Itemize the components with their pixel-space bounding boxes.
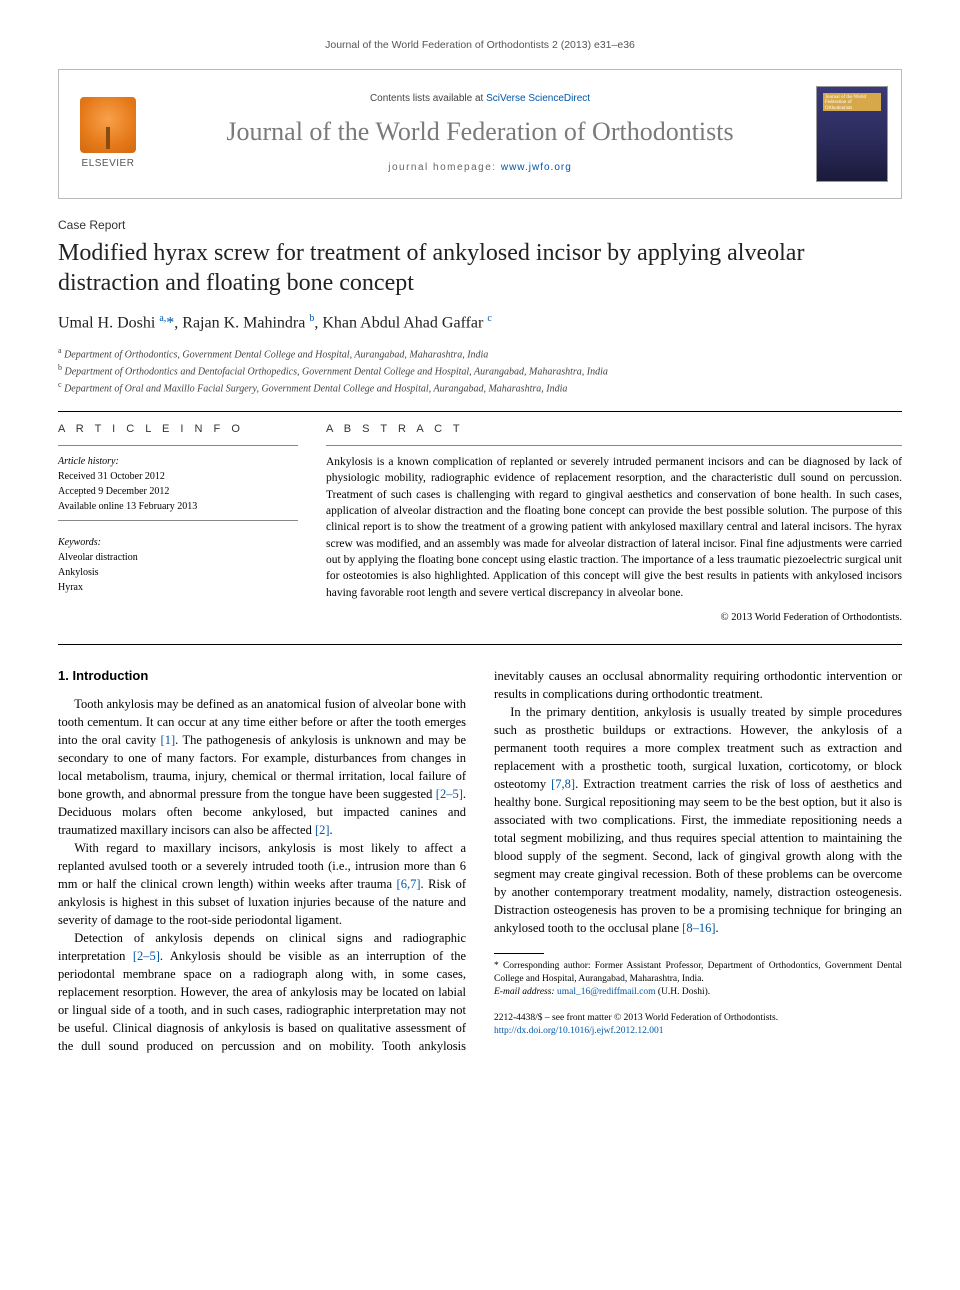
cover-thumb-text: Journal of the World Federation of Ortho… bbox=[825, 95, 879, 112]
citation-link[interactable]: [1] bbox=[161, 733, 176, 747]
body-columns: 1. Introduction Tooth ankylosis may be d… bbox=[58, 667, 902, 1056]
sciencedirect-link[interactable]: SciVerse ScienceDirect bbox=[486, 93, 590, 104]
copyright-line: © 2013 World Federation of Orthodontists… bbox=[326, 611, 902, 626]
article-info-head: A R T I C L E I N F O bbox=[58, 422, 298, 437]
history-label: Article history: bbox=[58, 454, 298, 469]
para-1: With regard to maxillary incisors, ankyl… bbox=[58, 839, 466, 929]
elsevier-label: ELSEVIER bbox=[82, 157, 135, 171]
history-received: Received 31 October 2012 bbox=[58, 469, 298, 484]
journal-cover-thumb: Journal of the World Federation of Ortho… bbox=[816, 86, 888, 182]
rule-top bbox=[58, 411, 902, 412]
authors: Umal H. Doshi a,*, Rajan K. Mahindra b, … bbox=[58, 312, 902, 335]
keyword-0: Alveolar distraction bbox=[58, 550, 298, 565]
footnotes: * Corresponding author: Former Assistant… bbox=[494, 960, 902, 1000]
citation-link[interactable]: [7,8] bbox=[551, 777, 575, 791]
publisher-logo-block: ELSEVIER bbox=[59, 70, 157, 198]
footnote-separator bbox=[494, 953, 544, 954]
email-line: E-mail address: umal_16@rediffmail.com (… bbox=[494, 986, 902, 999]
section-1-heading: 1. Introduction bbox=[58, 667, 466, 686]
email-suffix: (U.H. Doshi). bbox=[658, 987, 710, 997]
affiliations: a Department of Orthodontics, Government… bbox=[58, 345, 902, 397]
issn-line: 2212-4438/$ – see front matter © 2013 Wo… bbox=[494, 1012, 902, 1025]
history-online: Available online 13 February 2013 bbox=[58, 499, 298, 514]
running-head: Journal of the World Federation of Ortho… bbox=[58, 38, 902, 53]
info-abstract-row: A R T I C L E I N F O Article history: R… bbox=[58, 422, 902, 626]
footer-block: 2212-4438/$ – see front matter © 2013 Wo… bbox=[494, 1012, 902, 1039]
homepage-link[interactable]: www.jwfo.org bbox=[501, 162, 572, 173]
article-type: Case Report bbox=[58, 217, 902, 234]
history-accepted: Accepted 9 December 2012 bbox=[58, 484, 298, 499]
article-history-block: Article history: Received 31 October 201… bbox=[58, 454, 298, 521]
homepage-line: journal homepage: www.jwfo.org bbox=[388, 161, 572, 175]
abstract-head: A B S T R A C T bbox=[326, 422, 902, 437]
email-label: E-mail address: bbox=[494, 987, 555, 997]
citation-link[interactable]: [8–16] bbox=[682, 921, 715, 935]
contents-prefix: Contents lists available at bbox=[370, 93, 486, 104]
abstract-col: A B S T R A C T Ankylosis is a known com… bbox=[326, 422, 902, 626]
elsevier-tree-icon bbox=[80, 97, 136, 153]
masthead: ELSEVIER Contents lists available at Sci… bbox=[58, 69, 902, 199]
keyword-1: Ankylosis bbox=[58, 565, 298, 580]
doi-link[interactable]: http://dx.doi.org/10.1016/j.ejwf.2012.12… bbox=[494, 1026, 664, 1036]
page: Journal of the World Federation of Ortho… bbox=[0, 0, 960, 1095]
abstract-body: Ankylosis is a known complication of rep… bbox=[326, 454, 902, 601]
rule-bottom bbox=[58, 644, 902, 645]
email-link[interactable]: umal_16@rediffmail.com bbox=[557, 987, 656, 997]
masthead-center: Contents lists available at SciVerse Sci… bbox=[157, 70, 803, 198]
article-title: Modified hyrax screw for treatment of an… bbox=[58, 239, 902, 298]
keywords-block: Keywords: Alveolar distraction Ankylosis… bbox=[58, 535, 298, 595]
keyword-2: Hyrax bbox=[58, 580, 298, 595]
para-3: In the primary dentition, ankylosis is u… bbox=[494, 703, 902, 937]
homepage-prefix: journal homepage: bbox=[388, 162, 501, 173]
citation-link[interactable]: [2–5] bbox=[436, 787, 463, 801]
keywords-label: Keywords: bbox=[58, 535, 298, 550]
article-info-col: A R T I C L E I N F O Article history: R… bbox=[58, 422, 298, 626]
corresponding-author: * Corresponding author: Former Assistant… bbox=[494, 960, 902, 987]
citation-link[interactable]: [2] bbox=[315, 823, 330, 837]
journal-name: Journal of the World Federation of Ortho… bbox=[226, 114, 733, 150]
contents-lists-line: Contents lists available at SciVerse Sci… bbox=[370, 92, 590, 106]
cover-thumbnail-block: Journal of the World Federation of Ortho… bbox=[803, 70, 901, 198]
citation-link[interactable]: [2–5] bbox=[133, 949, 160, 963]
para-0: Tooth ankylosis may be defined as an ana… bbox=[58, 695, 466, 839]
citation-link[interactable]: [6,7] bbox=[397, 877, 421, 891]
